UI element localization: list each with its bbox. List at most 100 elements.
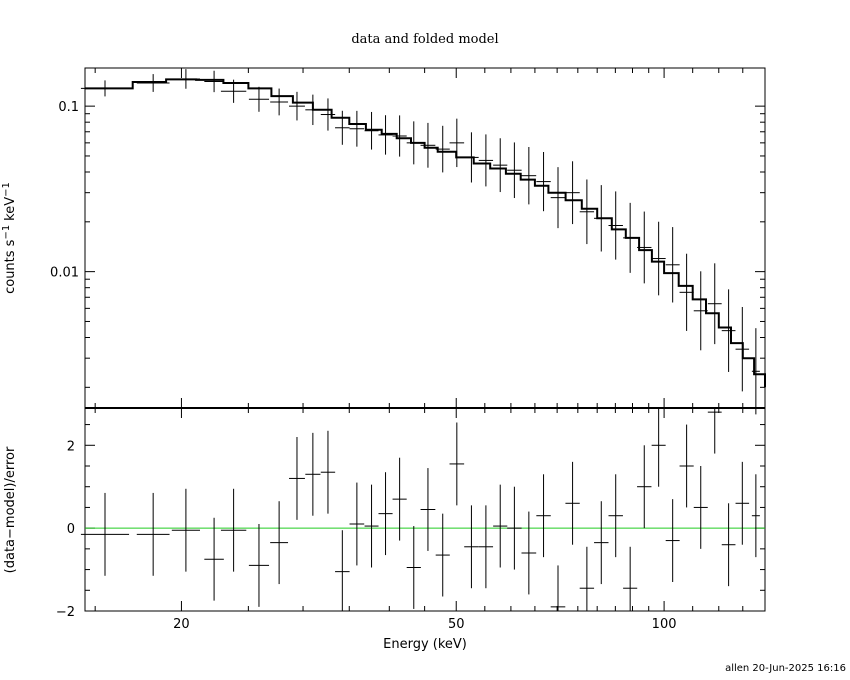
data-point: [637, 211, 652, 284]
y-tick-label: 0.1: [58, 100, 79, 115]
data-point: [392, 115, 407, 157]
data-point: [248, 86, 270, 112]
residual-point: [406, 526, 421, 609]
residual-point: [449, 422, 465, 506]
residual-point: [651, 408, 666, 487]
data-point: [171, 69, 200, 89]
data-point: [550, 167, 566, 229]
chart-title: data and folded model: [351, 32, 498, 47]
svg-text:counts s−1keV−1: counts s−1keV−1: [1, 182, 19, 294]
data-point: [305, 94, 321, 126]
upper-panel: 0.010.1 counts s−1keV−1: [1, 67, 766, 415]
data-point: [594, 185, 609, 252]
plot-footer: allen 20-Jun-2025 16:16: [725, 663, 846, 674]
residual-point: [420, 468, 436, 551]
data-point: [204, 70, 224, 93]
residual-point: [679, 424, 694, 508]
data-point: [406, 121, 421, 165]
data-point: [449, 118, 465, 168]
residual-point: [623, 546, 638, 611]
y-tick-label: 0.01: [50, 266, 79, 281]
data-point: [751, 328, 760, 415]
residual-point: [693, 466, 708, 549]
data-point: [420, 122, 436, 168]
residual-point: [270, 501, 289, 585]
model-histogram: [85, 78, 766, 388]
upper-y-label: counts s−1keV−1: [1, 182, 19, 294]
residual-point: [220, 488, 247, 572]
lower-y-label: (data−model)/error: [3, 446, 18, 573]
data-point: [435, 125, 450, 173]
data-point: [521, 146, 537, 205]
x-axis-label: Energy (keV): [383, 637, 467, 652]
data-point: [478, 134, 494, 187]
residual-point: [579, 546, 595, 611]
residual-point: [536, 474, 551, 558]
data-point: [289, 91, 305, 121]
residual-point: [565, 461, 580, 545]
data-point: [507, 142, 522, 199]
y-label-counts: counts s: [3, 239, 18, 294]
residual-point: [721, 503, 736, 587]
y-label-kev: keV: [3, 197, 18, 221]
upper-panel-frame: [84, 67, 766, 409]
upper-axis-ticks: 0.01 0.1: [50, 68, 766, 408]
data-point: [608, 191, 623, 260]
residual-point: [751, 474, 760, 558]
residual-point: [378, 472, 393, 556]
data-point: [349, 110, 365, 147]
x-tick-label: 20: [173, 617, 190, 632]
residual-point: [349, 482, 365, 566]
resid-y-tick-label: −2: [56, 605, 75, 620]
residual-point: [507, 486, 522, 570]
data-point: [270, 88, 289, 116]
residual-point: [521, 511, 537, 595]
y-label-exponent: −1: [1, 225, 12, 240]
data-point: [335, 110, 350, 145]
data-point: [320, 98, 336, 131]
residual-point: [665, 499, 680, 582]
model-step-line: [85, 78, 766, 388]
data-point: [693, 271, 708, 351]
resid-y-tick-label: 2: [67, 439, 75, 454]
residual-point: [594, 501, 609, 585]
data-point: [493, 138, 508, 193]
data-point: [707, 263, 722, 345]
x-tick-label: 50: [448, 617, 465, 632]
residual-point: [248, 524, 270, 607]
data-point: [579, 179, 595, 245]
data-point: [80, 80, 130, 97]
residual-point: [464, 505, 479, 589]
residual-point: [608, 474, 623, 558]
residual-point: [320, 430, 336, 514]
data-point: [136, 74, 170, 92]
data-point: [735, 306, 750, 392]
data-point: [364, 111, 379, 150]
data-point: [651, 221, 666, 296]
residual-point: [478, 505, 494, 589]
residual-point: [550, 565, 566, 611]
data-point: [565, 161, 580, 225]
data-point: [536, 151, 551, 212]
data-point: [721, 289, 736, 372]
data-point: [679, 253, 694, 331]
residual-point: [707, 408, 722, 454]
residual-point: [305, 432, 321, 516]
residual-point: [493, 484, 508, 568]
residual-point: [80, 492, 130, 576]
residual-point: [637, 445, 652, 529]
data-point: [220, 79, 247, 103]
resid-y-tick-label: 0: [67, 522, 75, 537]
residual-point: [204, 517, 224, 601]
data-point: [623, 202, 638, 273]
residual-point: [735, 461, 750, 545]
data-point: [378, 115, 393, 155]
residual-point: [335, 530, 350, 611]
residual-point: [364, 484, 379, 568]
data-point: [665, 227, 680, 303]
data-crosses: [80, 69, 760, 415]
residual-point: [392, 457, 407, 541]
residual-point: [171, 488, 200, 572]
lower-panel: 20 50 100 −2 0 2 (data−model)/error Energy (k…: [3, 407, 766, 652]
